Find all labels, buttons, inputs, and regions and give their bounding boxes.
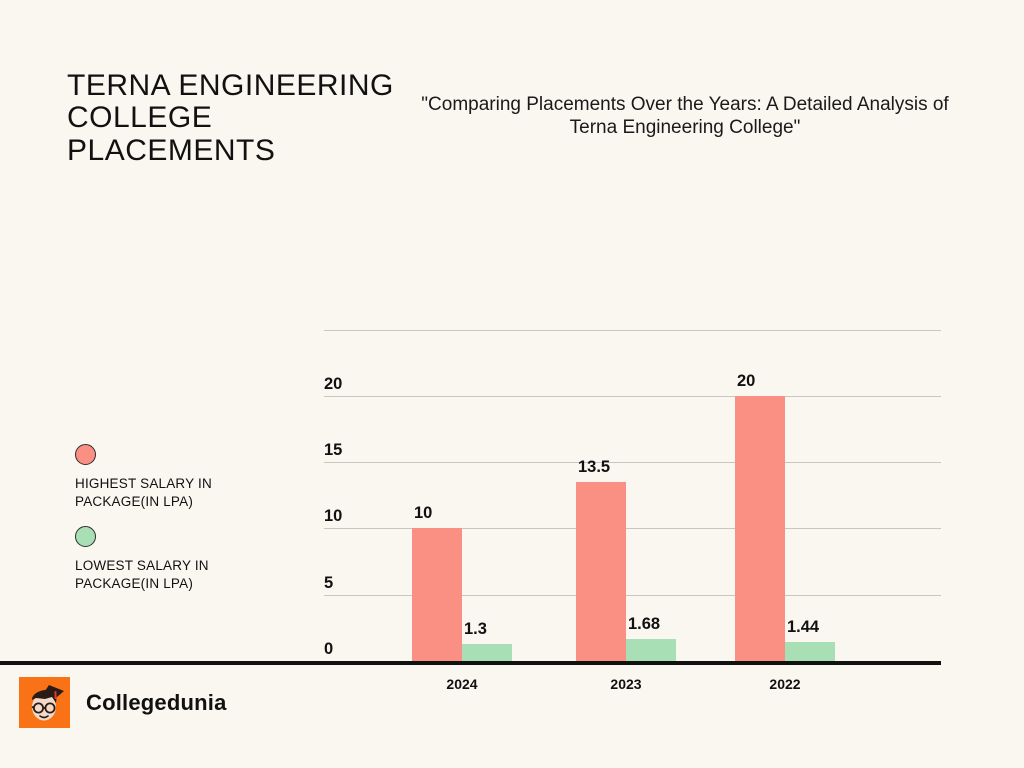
- bar-value-2022-highest: 20: [737, 371, 756, 390]
- page-title: TERNA ENGINEERING COLLEGE PLACEMENTS: [67, 69, 394, 167]
- legend-swatch-lowest-icon: [75, 526, 96, 548]
- legend-label-highest: HIGHEST SALARY IN PACKAGE(IN LPA): [75, 476, 212, 509]
- bar-value-2024-lowest: 1.3: [464, 619, 487, 638]
- legend-label-lowest: LOWEST SALARY IN PACKAGE(IN LPA): [75, 558, 209, 591]
- bar-2024-highest[interactable]: [412, 528, 462, 661]
- x-axis-tick-2022: 2022: [769, 676, 801, 692]
- bar-2022-lowest[interactable]: [785, 641, 835, 661]
- bar-2023-lowest[interactable]: [626, 638, 676, 661]
- graduate-face-logo-icon: [19, 677, 70, 728]
- y-axis-tick-20: 20: [324, 374, 343, 393]
- y-axis-tick-15: 15: [324, 441, 343, 460]
- gridline-20: [324, 395, 941, 397]
- x-axis-line: [0, 661, 941, 665]
- footer-brand: Collegedunia: [19, 677, 227, 728]
- bar-2024-lowest[interactable]: [462, 643, 512, 661]
- legend-item-highest: HIGHEST SALARY IN PACKAGE(IN LPA): [75, 444, 290, 510]
- gridline-25: [324, 329, 941, 331]
- y-axis-tick-0: 0: [324, 640, 334, 658]
- bar-2023-highest[interactable]: [576, 482, 626, 661]
- bar-2022-highest[interactable]: [735, 395, 785, 661]
- y-axis-tick-5: 5: [324, 573, 334, 592]
- chart-subtitle: "Comparing Placements Over the Years: A …: [421, 94, 949, 139]
- gridline-5: [324, 594, 941, 596]
- legend-item-lowest: LOWEST SALARY IN PACKAGE(IN LPA): [75, 526, 290, 592]
- y-axis-tick-10: 10: [324, 507, 343, 526]
- bar-value-2024-highest: 10: [414, 504, 433, 523]
- bar-value-2023-highest: 13.5: [578, 457, 611, 476]
- x-axis-tick-2024: 2024: [446, 676, 478, 692]
- gridline-10: [324, 528, 941, 530]
- bar-value-2023-lowest: 1.68: [628, 614, 661, 633]
- bar-value-2022-lowest: 1.44: [787, 617, 820, 636]
- brand-name: Collegedunia: [86, 689, 227, 715]
- chart-legend: HIGHEST SALARY IN PACKAGE(IN LPA) LOWEST…: [75, 444, 290, 608]
- legend-swatch-highest-icon: [75, 444, 96, 465]
- x-axis-tick-2023: 2023: [610, 676, 642, 692]
- gridline-15: [324, 462, 941, 464]
